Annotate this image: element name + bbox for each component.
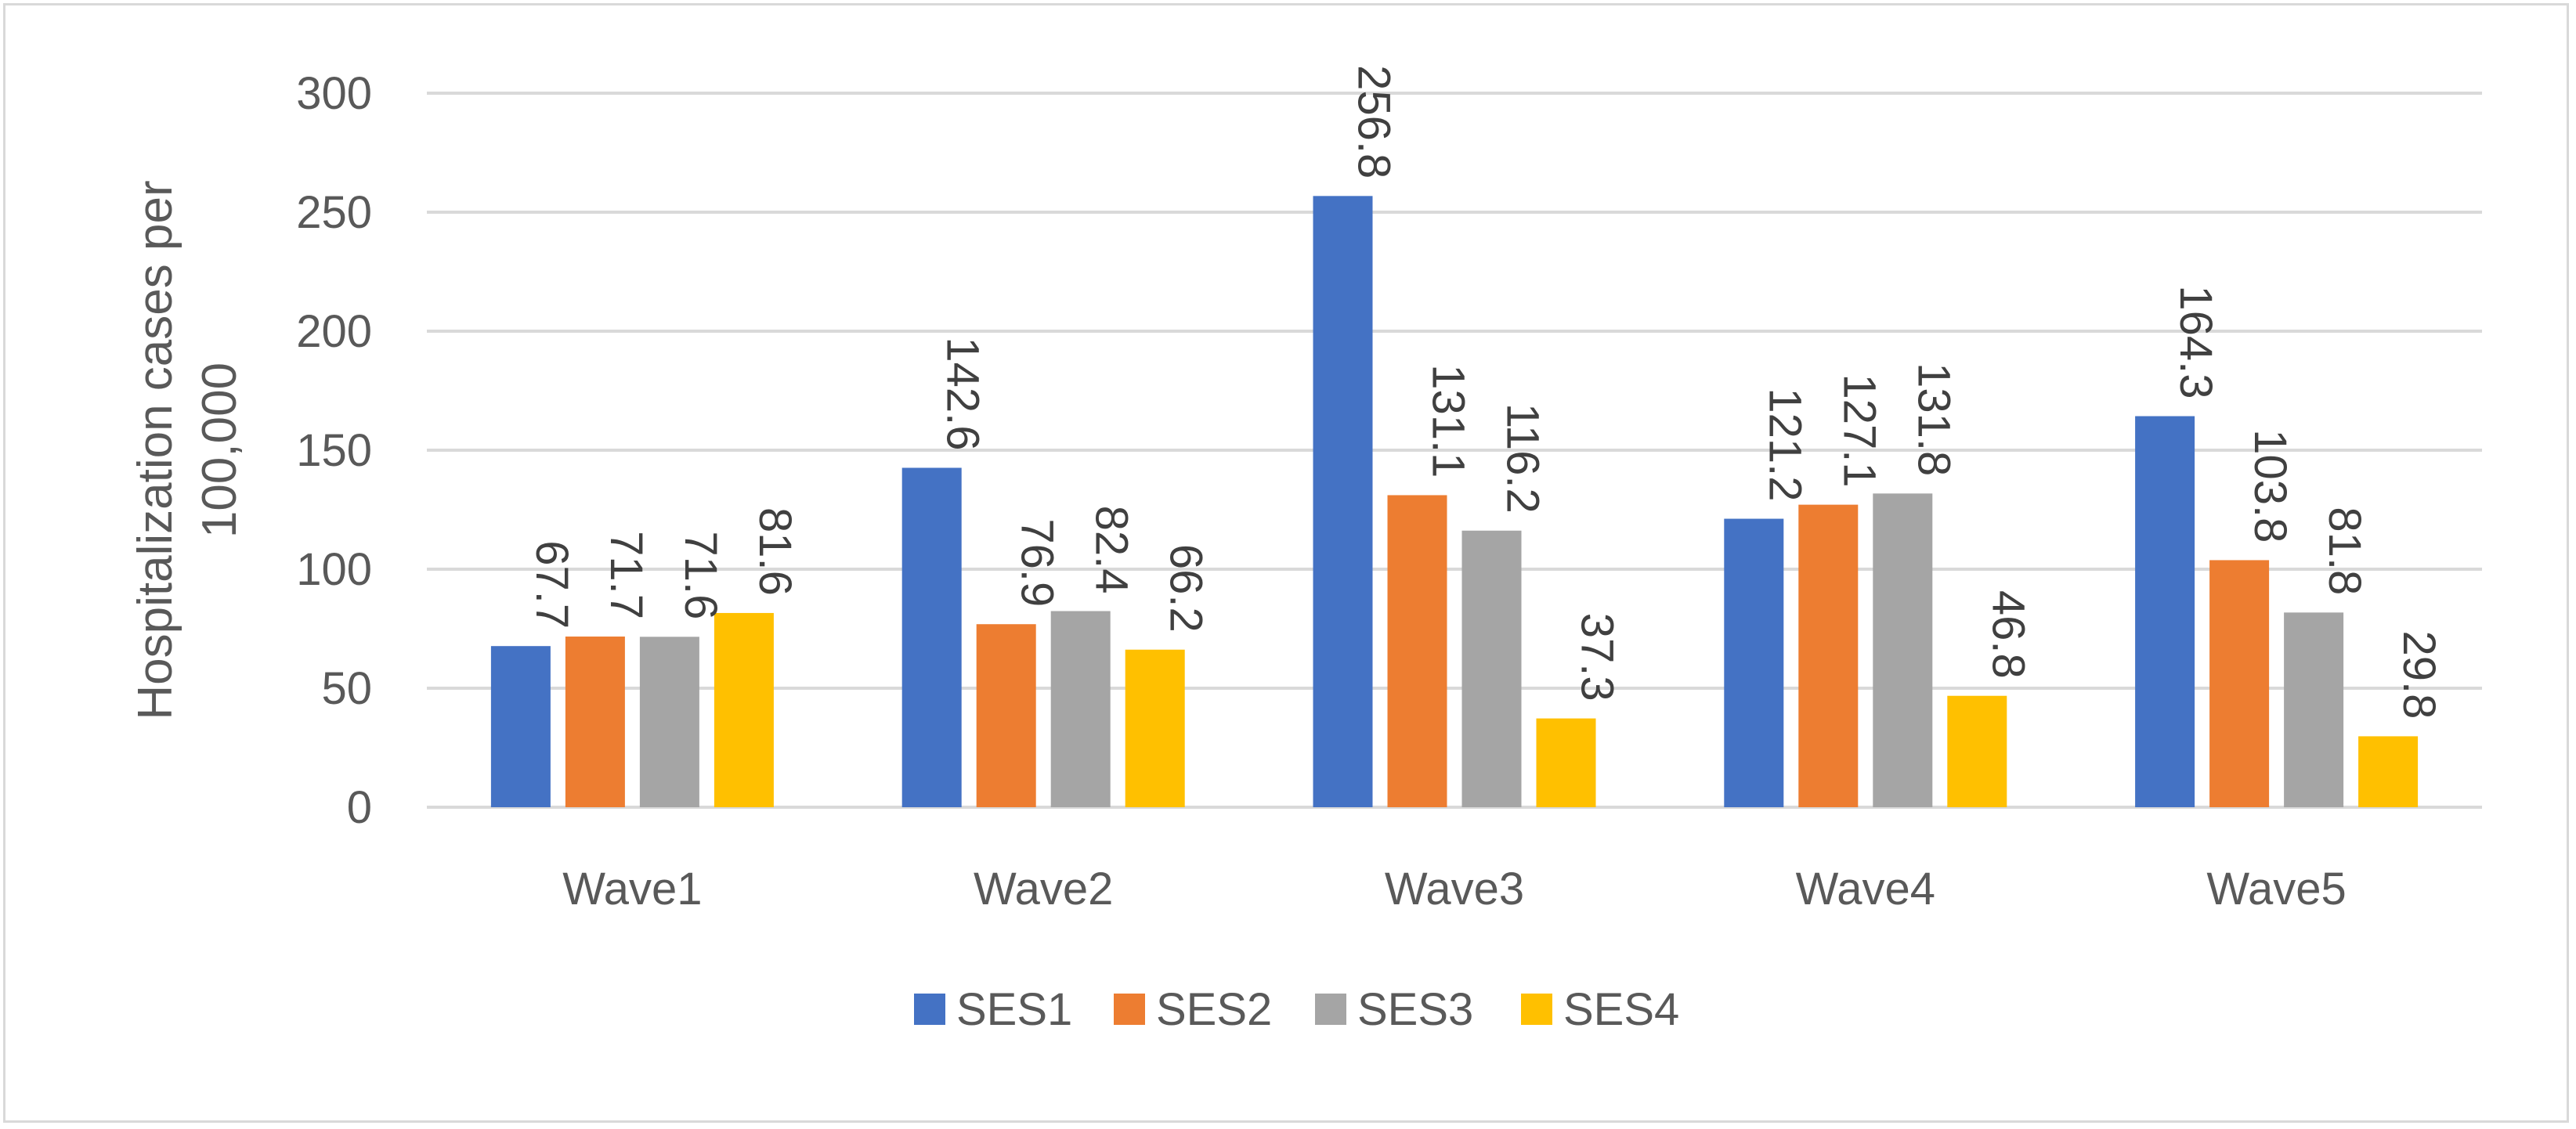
y-tick-label: 150 (296, 425, 372, 476)
data-label: 81.8 (2319, 507, 2370, 595)
x-category-label: Wave3 (1385, 864, 1524, 914)
x-category-label: Wave1 (562, 864, 702, 914)
data-labels: 67.7 71.7 71.6 81.6 142.6 76.9 82.4 66.2 256.8 13… (526, 65, 2444, 719)
legend-label-ses2: SES2 (1156, 984, 1272, 1035)
bar-ses2-wave2 (976, 624, 1036, 807)
bar-ses1-wave4 (1724, 518, 1784, 807)
y-tick-label: 50 (321, 663, 372, 714)
data-label: 37.3 (1572, 613, 1623, 702)
data-label: 66.2 (1161, 544, 1212, 633)
legend-swatch-ses3 (1315, 994, 1346, 1025)
legend-swatch-ses2 (1114, 994, 1145, 1025)
y-axis-title-line: 100,000 (193, 363, 247, 538)
y-tick-label: 300 (296, 68, 372, 119)
bar-ses2-wave1 (565, 637, 625, 807)
data-label: 131.1 (1423, 364, 1474, 478)
bar-ses1-wave5 (2135, 416, 2195, 807)
data-label: 71.6 (675, 531, 726, 619)
legend: SES1 SES2 SES3 SES4 (914, 984, 1679, 1035)
data-label: 76.9 (1012, 518, 1063, 607)
data-label: 46.8 (1982, 590, 2033, 679)
bar-ses3-wave1 (639, 637, 699, 807)
data-label: 131.8 (1908, 363, 1959, 476)
x-axis-categories: Wave1 Wave2 Wave3 Wave4 Wave5 (562, 864, 2347, 914)
bar-ses1-wave3 (1313, 196, 1373, 807)
data-label: 82.4 (1086, 506, 1137, 594)
bar-ses2-wave5 (2209, 560, 2270, 807)
data-label: 81.6 (750, 507, 800, 596)
bar-ses3-wave4 (1873, 493, 1933, 807)
bar-ses4-wave5 (2358, 736, 2419, 807)
bar-ses1-wave1 (490, 646, 551, 807)
data-label: 142.6 (938, 337, 988, 450)
y-axis-title: Hospitalization cases per 100,000 (128, 180, 247, 720)
bar-ses4-wave1 (714, 612, 774, 807)
bar-ses1-wave2 (901, 467, 962, 807)
data-label: 103.8 (2245, 429, 2296, 543)
chart-frame: 0 50 100 150 200 250 300 67.7 71.7 71.6 81.6 142.6… (3, 3, 2569, 1123)
y-tick-label: 0 (347, 782, 372, 833)
x-category-label: Wave5 (2206, 864, 2346, 914)
x-category-label: Wave2 (974, 864, 1113, 914)
y-tick-label: 250 (296, 187, 372, 238)
x-category-label: Wave4 (1796, 864, 1935, 914)
legend-label-ses3: SES3 (1357, 984, 1473, 1035)
bars (490, 196, 2419, 807)
y-tick-label: 200 (296, 306, 372, 357)
legend-label-ses1: SES1 (956, 984, 1072, 1035)
y-axis-ticks: 0 50 100 150 200 250 300 (296, 68, 372, 833)
data-label: 116.2 (1498, 403, 1548, 514)
data-label: 256.8 (1349, 65, 1400, 179)
bar-ses4-wave4 (1947, 695, 2007, 807)
legend-swatch-ses4 (1521, 994, 1552, 1025)
bar-chart: 0 50 100 150 200 250 300 67.7 71.7 71.6 81.6 142.6… (128, 65, 2482, 1035)
bar-ses3-wave2 (1050, 611, 1111, 807)
bar-ses4-wave2 (1125, 649, 1185, 807)
bar-ses2-wave4 (1798, 504, 1859, 807)
legend-swatch-ses1 (914, 994, 945, 1025)
bar-ses2-wave3 (1387, 495, 1447, 807)
data-label: 121.2 (1759, 388, 1810, 501)
bar-ses3-wave3 (1461, 530, 1522, 807)
bar-ses3-wave5 (2284, 612, 2344, 807)
legend-label-ses4: SES4 (1563, 984, 1679, 1035)
data-label: 164.3 (2170, 285, 2221, 399)
data-label: 67.7 (526, 540, 577, 629)
data-label: 71.7 (601, 531, 652, 619)
data-label: 29.8 (2394, 631, 2444, 720)
bar-ses4-wave3 (1536, 718, 1596, 807)
y-tick-label: 100 (296, 544, 372, 595)
y-axis-title-line: Hospitalization cases per (128, 180, 182, 720)
data-label: 127.1 (1834, 373, 1884, 487)
